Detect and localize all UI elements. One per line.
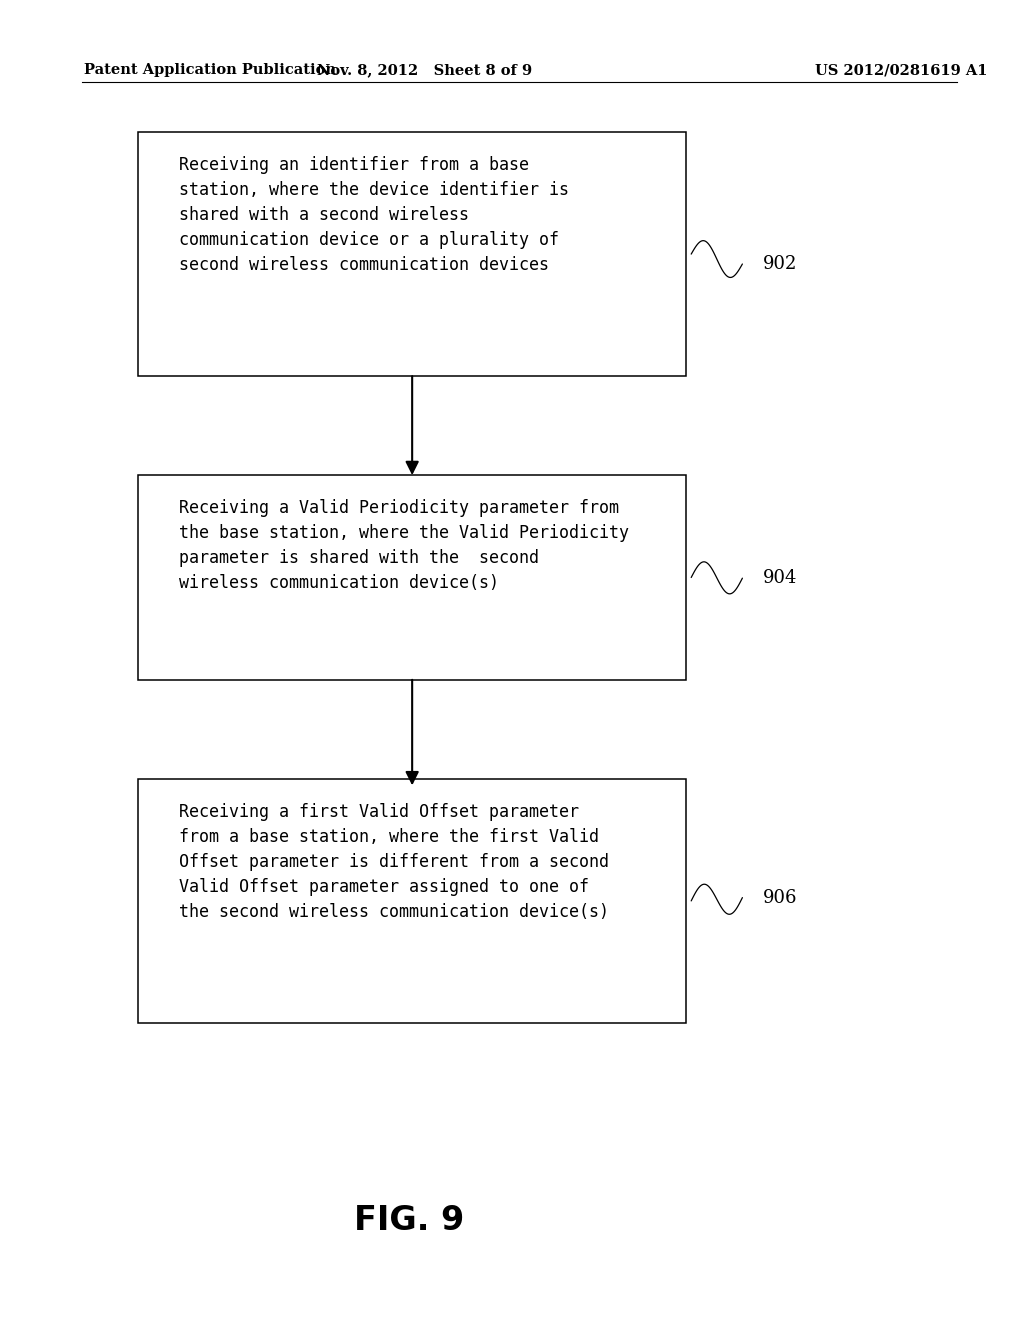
Bar	[138, 132, 686, 376]
Bar	[138, 779, 686, 1023]
Text: 902: 902	[763, 255, 798, 273]
Text: US 2012/0281619 A1: US 2012/0281619 A1	[815, 63, 987, 78]
Text: Receiving a Valid Periodicity parameter from
the base station, where the Valid P: Receiving a Valid Periodicity parameter …	[179, 499, 629, 591]
Text: Nov. 8, 2012   Sheet 8 of 9: Nov. 8, 2012 Sheet 8 of 9	[317, 63, 532, 78]
Text: Receiving an identifier from a base
station, where the device identifier is
shar: Receiving an identifier from a base stat…	[179, 156, 569, 273]
Text: Receiving a first Valid Offset parameter
from a base station, where the first Va: Receiving a first Valid Offset parameter…	[179, 803, 609, 920]
Text: Patent Application Publication: Patent Application Publication	[84, 63, 336, 78]
Text: 904: 904	[763, 569, 798, 587]
Text: FIG. 9: FIG. 9	[354, 1204, 465, 1238]
Bar	[138, 475, 686, 680]
Text: 906: 906	[763, 888, 798, 907]
